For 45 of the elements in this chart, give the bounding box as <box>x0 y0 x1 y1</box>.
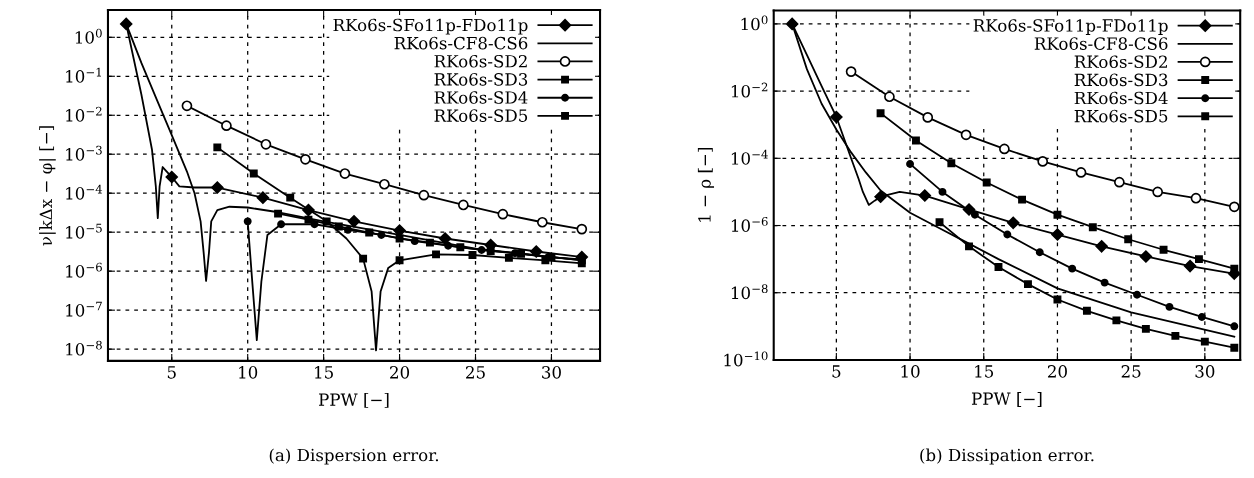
y-tick-label: 10$^{0}$ <box>75 28 102 44</box>
x-tick-label: 5 <box>167 366 176 379</box>
y-tick-label: 10$^{−6}$ <box>731 217 768 232</box>
y-tick-label: 10$^{−5}$ <box>66 223 102 239</box>
y-tick-label: 10$^{−2}$ <box>731 82 768 98</box>
legend-label: RKo6s-SD3 <box>1074 73 1168 87</box>
y-tick-label: 10$^{−4}$ <box>66 184 103 200</box>
x-tick-label: 25 <box>466 366 485 379</box>
y-tick-label: 10$^{−1}$ <box>66 67 102 83</box>
y-tick-label: 10$^{−8}$ <box>66 340 102 356</box>
legend-label: RKo6s-CF8-CS6 <box>394 36 528 50</box>
x-tick-label: 10 <box>239 366 258 379</box>
legend-label: RKo6s-SD5 <box>434 109 528 122</box>
y-axis-title: 1 − ρ [−] <box>697 148 715 222</box>
x-axis-title: PPW [−] <box>319 392 389 408</box>
y-tick-label: 10$^{−3}$ <box>66 145 102 161</box>
legend-label: RKo6s-SD3 <box>434 73 528 86</box>
x-tick-label: 20 <box>390 366 410 379</box>
x-tick-label: 15 <box>975 365 994 378</box>
y-tick-label: 10$^{−6}$ <box>66 262 102 278</box>
x-tick-label: 5 <box>832 365 841 378</box>
y-axis-title: ν|kΔx − φ| [−] <box>39 126 56 246</box>
text: (b) Dissipation error. <box>920 448 1094 465</box>
x-tick-label: 30 <box>542 366 561 379</box>
x-axis-title: PPW [−] <box>971 392 1042 407</box>
legend-label: RKo6s-SD4 <box>1074 91 1168 105</box>
legend-label: RKo6s-SFo11p-FDo11p <box>333 18 528 35</box>
y-tick-label: 10$^{−2}$ <box>66 106 102 122</box>
legend-label: RKo6s-SD2 <box>1074 55 1167 69</box>
y-tick-label: 10$^{−8}$ <box>731 284 768 300</box>
legend-label: RKo6s-SD2 <box>434 54 527 68</box>
y-tick-label: 10$^{−7}$ <box>66 301 102 317</box>
x-tick-label: 10 <box>901 365 920 378</box>
x-tick-label: 15 <box>315 366 333 379</box>
y-tick-label: 10$^{−4}$ <box>731 149 768 165</box>
legend-label: RKo6s-SFo11p-FDo11p <box>973 19 1168 35</box>
text: (a) Dispersion error. <box>269 448 439 465</box>
y-tick-label: 10$^{−10}$ <box>724 351 768 367</box>
x-tick-label: 25 <box>1121 365 1141 378</box>
x-tick-label: 30 <box>1195 365 1215 378</box>
y-tick-label: 10$^{0}$ <box>741 15 768 31</box>
legend-label: RKo6s-SD4 <box>434 91 528 104</box>
x-tick-label: 20 <box>1047 365 1067 378</box>
legend-label: RKo6s-CF8-CS6 <box>1034 37 1168 50</box>
legend-label: RKo6s-SD5 <box>1074 109 1168 123</box>
